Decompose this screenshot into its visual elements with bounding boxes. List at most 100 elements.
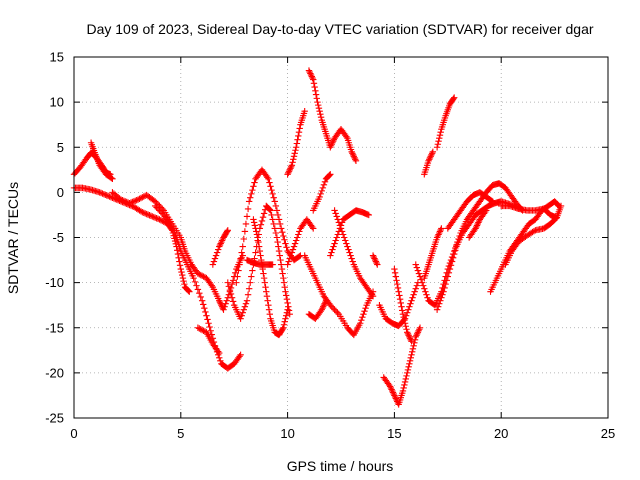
data-point (322, 297, 330, 304)
data-point (473, 222, 481, 229)
data-point (196, 271, 203, 278)
data-point (200, 301, 207, 308)
data-point (437, 226, 444, 234)
data-point (251, 179, 258, 186)
data-point (261, 279, 269, 286)
data-point (291, 150, 298, 157)
data-point (281, 283, 288, 291)
data-point (321, 300, 328, 307)
data-point (203, 312, 210, 319)
data-point (434, 232, 442, 240)
data-point (191, 278, 199, 286)
data-point (287, 165, 294, 172)
data-point (103, 192, 110, 199)
data-point (307, 71, 315, 79)
data-point (358, 317, 365, 324)
data-point (216, 298, 224, 306)
y-tick-label: -10 (45, 275, 64, 290)
data-point (436, 228, 444, 235)
data-point (333, 213, 340, 220)
data-point (260, 210, 268, 217)
data-point (216, 349, 223, 357)
data-point (288, 162, 296, 169)
data-point (150, 213, 157, 221)
data-point (174, 250, 182, 258)
data-point (154, 215, 162, 223)
data-point (229, 298, 237, 305)
data-point (530, 227, 538, 235)
data-point (306, 68, 313, 76)
data-point (250, 183, 257, 190)
data-point (251, 222, 259, 229)
data-point (437, 129, 444, 136)
series-arc-12 (284, 107, 308, 178)
data-point (337, 225, 345, 232)
data-point (258, 261, 266, 268)
data-point (134, 196, 142, 203)
data-point (140, 209, 147, 217)
data-point (394, 284, 402, 292)
data-point (268, 186, 275, 194)
data-point (269, 216, 276, 223)
data-point (400, 384, 407, 392)
data-point (341, 234, 348, 241)
data-point (242, 220, 250, 228)
data-point (334, 309, 341, 316)
data-point (343, 133, 350, 140)
data-point (320, 303, 327, 310)
data-point (360, 311, 367, 318)
data-point (119, 196, 126, 204)
data-point (217, 240, 224, 247)
data-point (252, 249, 259, 256)
data-point (329, 246, 336, 253)
data-point (398, 303, 405, 310)
data-point (254, 234, 261, 241)
data-point (222, 300, 229, 307)
data-point (401, 378, 409, 386)
data-point (267, 207, 274, 214)
data-point (332, 210, 339, 217)
data-point (413, 282, 421, 289)
data-point (210, 258, 218, 265)
data-point (402, 375, 409, 383)
data-point (309, 74, 316, 82)
data-point (282, 292, 290, 299)
data-point (403, 372, 410, 380)
data-point (481, 208, 489, 216)
data-point (216, 297, 223, 304)
data-point (317, 113, 325, 121)
data-point (374, 261, 381, 268)
series-arc-25 (421, 148, 437, 178)
data-point (434, 141, 442, 148)
data-point (409, 294, 416, 301)
data-point (280, 274, 287, 282)
y-tick-label: 5 (57, 140, 64, 155)
data-point (286, 255, 293, 262)
data-point (357, 320, 364, 327)
data-point (253, 228, 260, 235)
data-point (107, 193, 115, 201)
data-point (327, 171, 334, 178)
data-point (217, 357, 224, 365)
data-point (330, 243, 337, 250)
data-point (404, 366, 412, 374)
data-point (316, 107, 323, 115)
data-point (416, 273, 424, 280)
data-point (104, 192, 112, 200)
data-point (349, 151, 357, 158)
data-point (557, 202, 565, 210)
data-point (159, 217, 166, 225)
data-point (296, 253, 303, 260)
data-point (122, 198, 129, 205)
data-point (234, 273, 241, 280)
data-point (204, 316, 211, 323)
data-point (392, 395, 400, 402)
y-tick-label: -20 (45, 365, 64, 380)
data-point (260, 274, 268, 282)
data-point (108, 174, 115, 182)
data-point (282, 312, 290, 319)
data-point (319, 304, 326, 312)
data-point (240, 306, 248, 313)
data-point (331, 240, 338, 247)
data-point (289, 159, 296, 166)
